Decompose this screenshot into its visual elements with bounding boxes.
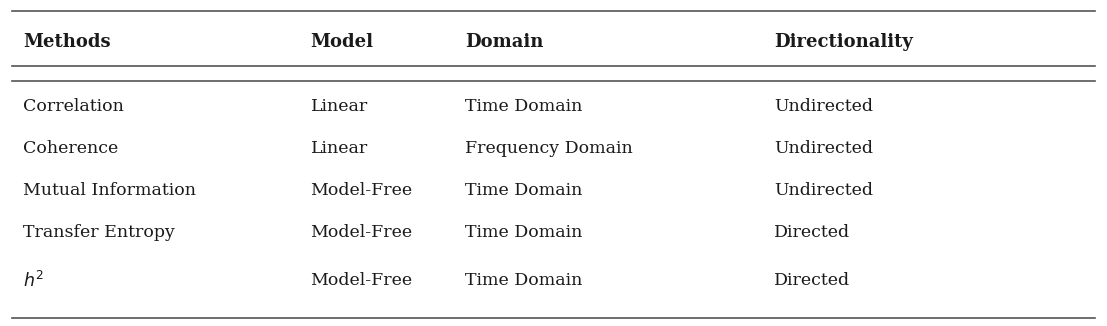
Text: Undirected: Undirected [774,140,873,157]
Text: Correlation: Correlation [23,98,124,115]
Text: $h^2$: $h^2$ [23,271,44,291]
Text: Directed: Directed [774,224,850,241]
Text: Methods: Methods [23,33,111,51]
Text: Model: Model [311,33,373,51]
Text: Time Domain: Time Domain [465,98,582,115]
Text: Time Domain: Time Domain [465,224,582,241]
Text: Frequency Domain: Frequency Domain [465,140,633,157]
Text: Mutual Information: Mutual Information [23,182,196,199]
Text: Time Domain: Time Domain [465,182,582,199]
Text: Directionality: Directionality [774,33,913,51]
Text: Undirected: Undirected [774,98,873,115]
Text: Linear: Linear [311,98,368,115]
Text: Transfer Entropy: Transfer Entropy [23,224,175,241]
Text: Coherence: Coherence [23,140,118,157]
Text: Model-Free: Model-Free [311,273,413,289]
Text: Domain: Domain [465,33,544,51]
Text: Time Domain: Time Domain [465,273,582,289]
Text: Model-Free: Model-Free [311,224,413,241]
Text: Directed: Directed [774,273,850,289]
Text: Undirected: Undirected [774,182,873,199]
Text: Model-Free: Model-Free [311,182,413,199]
Text: Linear: Linear [311,140,368,157]
